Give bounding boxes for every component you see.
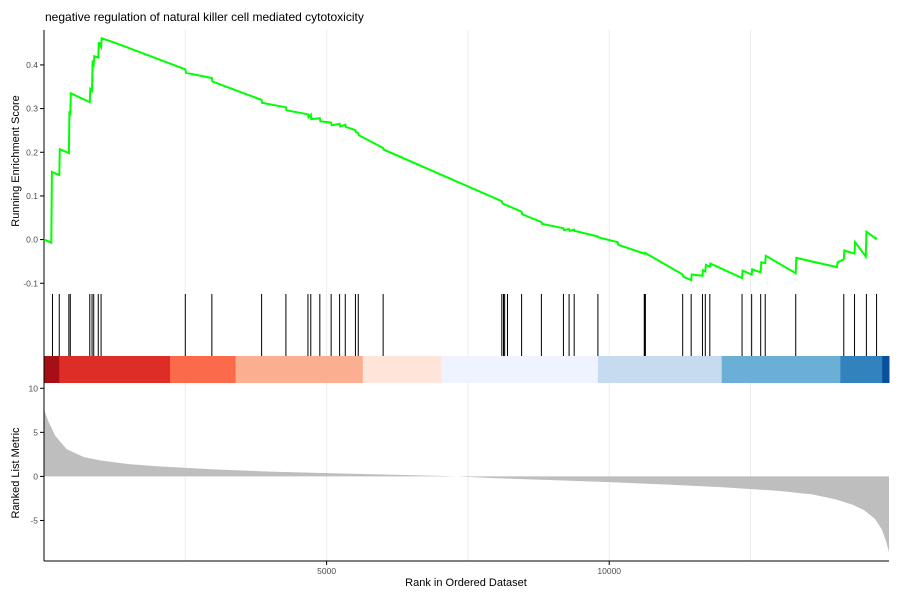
color-band-segment <box>44 356 60 383</box>
color-band-segment <box>840 356 883 383</box>
ranked-metric-y-tick-label: 0 <box>33 471 38 481</box>
chart-title: negative regulation of natural killer ce… <box>45 10 364 24</box>
running-score-y-tick-label: -0.1 <box>23 278 38 288</box>
x-tick-label: 10000 <box>597 566 621 576</box>
ranked-metric-y-label: Ranked List Metric <box>10 427 22 519</box>
color-band-segment <box>170 356 237 383</box>
color-band-segment <box>882 356 890 383</box>
color-band-segment <box>441 356 599 383</box>
running-score-panel: -0.1 0.0 0.1 0.2 0.3 0.4 Running Enrichment S… <box>10 30 878 292</box>
running-score-y-tick-label: 0.0 <box>26 235 38 245</box>
running-score-y-tick-label: 0.3 <box>26 104 38 114</box>
running-score-y-tick-label: 0.4 <box>26 60 38 70</box>
color-band-segment <box>597 356 723 383</box>
ranked-metric-y-tick-label: 10 <box>29 383 39 393</box>
running-score-y-tick-label: 0.2 <box>26 147 38 157</box>
ranked-metric-y-tick-label: 5 <box>33 427 38 437</box>
running-score-y-tick-label: 0.1 <box>26 191 38 201</box>
x-tick-label: 5000 <box>317 566 336 576</box>
ranked-metric-y-tick-label: -5 <box>30 515 38 525</box>
color-band-segment <box>235 356 364 383</box>
color-band-segment <box>362 356 442 383</box>
ranked-metric-area <box>44 409 889 553</box>
x-axis-label: Rank in Ordered Dataset <box>405 577 527 589</box>
hits-panel <box>43 292 890 383</box>
running-score-y-label: Running Enrichment Score <box>10 95 22 226</box>
running-score-line <box>43 36 878 282</box>
ranked-metric-panel: -5 0 5 10 5000 10000 Ranked List Metric Rank… <box>10 383 889 589</box>
color-band-segment <box>59 356 171 383</box>
color-band-segment <box>721 356 841 383</box>
